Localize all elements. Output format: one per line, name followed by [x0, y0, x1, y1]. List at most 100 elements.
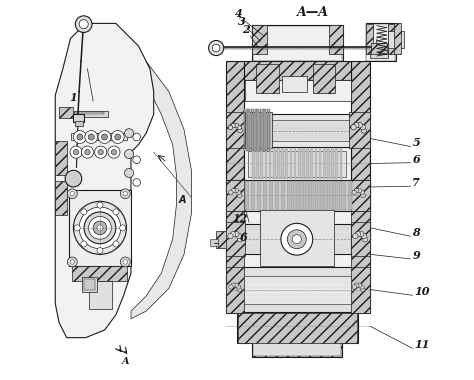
- Bar: [226, 211, 244, 268]
- Circle shape: [355, 283, 359, 288]
- Bar: [347, 181, 352, 210]
- Bar: [389, 24, 396, 54]
- Bar: [351, 180, 370, 211]
- Circle shape: [238, 128, 242, 133]
- Circle shape: [79, 207, 121, 249]
- Circle shape: [237, 193, 242, 198]
- Circle shape: [281, 223, 313, 255]
- Circle shape: [357, 283, 362, 288]
- Bar: [252, 148, 255, 179]
- Bar: [244, 61, 351, 80]
- Circle shape: [231, 283, 236, 288]
- Bar: [351, 267, 370, 313]
- Text: A: A: [178, 195, 186, 205]
- Bar: [323, 148, 326, 179]
- Circle shape: [82, 146, 93, 158]
- Circle shape: [73, 131, 86, 143]
- Bar: [323, 181, 328, 210]
- Bar: [351, 211, 370, 268]
- Circle shape: [354, 122, 359, 128]
- Bar: [82, 277, 97, 292]
- Circle shape: [115, 134, 121, 140]
- Circle shape: [133, 156, 140, 163]
- Circle shape: [234, 123, 238, 128]
- Text: 12: 12: [232, 213, 247, 224]
- Circle shape: [231, 188, 236, 193]
- Bar: [264, 109, 266, 151]
- Bar: [73, 266, 127, 281]
- Bar: [244, 114, 351, 147]
- Bar: [59, 107, 73, 118]
- Circle shape: [67, 189, 77, 199]
- Bar: [266, 109, 268, 151]
- Bar: [226, 267, 370, 313]
- Text: 8: 8: [412, 227, 420, 238]
- Circle shape: [351, 125, 356, 130]
- Bar: [302, 148, 305, 179]
- Circle shape: [73, 149, 79, 155]
- Circle shape: [70, 192, 74, 196]
- Bar: [55, 180, 67, 215]
- Bar: [315, 148, 317, 179]
- Bar: [244, 112, 272, 148]
- Bar: [306, 148, 309, 179]
- Bar: [89, 281, 112, 309]
- Bar: [210, 239, 218, 246]
- Circle shape: [120, 189, 130, 199]
- Bar: [251, 181, 255, 210]
- Circle shape: [79, 20, 88, 29]
- Bar: [248, 151, 346, 177]
- Bar: [226, 211, 370, 268]
- Circle shape: [98, 149, 103, 155]
- Bar: [328, 25, 343, 54]
- Bar: [255, 109, 257, 151]
- Bar: [349, 112, 370, 148]
- Text: 6: 6: [240, 232, 247, 243]
- Circle shape: [292, 235, 301, 244]
- Bar: [244, 147, 351, 180]
- Text: 5: 5: [412, 138, 420, 149]
- Circle shape: [229, 285, 233, 289]
- Bar: [319, 148, 321, 179]
- Circle shape: [123, 192, 128, 196]
- Circle shape: [360, 287, 365, 292]
- Circle shape: [287, 230, 306, 249]
- Circle shape: [212, 44, 220, 52]
- Circle shape: [75, 16, 92, 33]
- Polygon shape: [55, 24, 154, 338]
- Circle shape: [81, 241, 87, 247]
- Bar: [84, 279, 95, 290]
- Bar: [226, 180, 244, 211]
- Circle shape: [113, 209, 119, 215]
- Circle shape: [352, 285, 357, 289]
- Text: 1: 1: [70, 92, 77, 103]
- Bar: [75, 121, 82, 126]
- Circle shape: [228, 125, 233, 130]
- Bar: [317, 181, 322, 210]
- Bar: [283, 76, 307, 92]
- Bar: [305, 181, 310, 210]
- Circle shape: [97, 247, 103, 253]
- Bar: [256, 148, 259, 179]
- Bar: [372, 43, 387, 54]
- Bar: [245, 80, 351, 101]
- Circle shape: [357, 188, 362, 193]
- Text: 6: 6: [412, 154, 420, 165]
- Circle shape: [360, 125, 365, 130]
- Text: A—A: A—A: [297, 6, 329, 19]
- Bar: [269, 148, 272, 179]
- Bar: [327, 148, 330, 179]
- Bar: [253, 342, 341, 356]
- Bar: [277, 148, 280, 179]
- Circle shape: [84, 212, 116, 244]
- Bar: [256, 64, 279, 93]
- Circle shape: [133, 133, 140, 141]
- Bar: [260, 109, 261, 151]
- Bar: [298, 148, 301, 179]
- Bar: [252, 25, 343, 61]
- Bar: [310, 148, 313, 179]
- Circle shape: [70, 146, 82, 158]
- Circle shape: [65, 170, 82, 187]
- Text: 11: 11: [414, 339, 430, 350]
- Bar: [69, 190, 131, 266]
